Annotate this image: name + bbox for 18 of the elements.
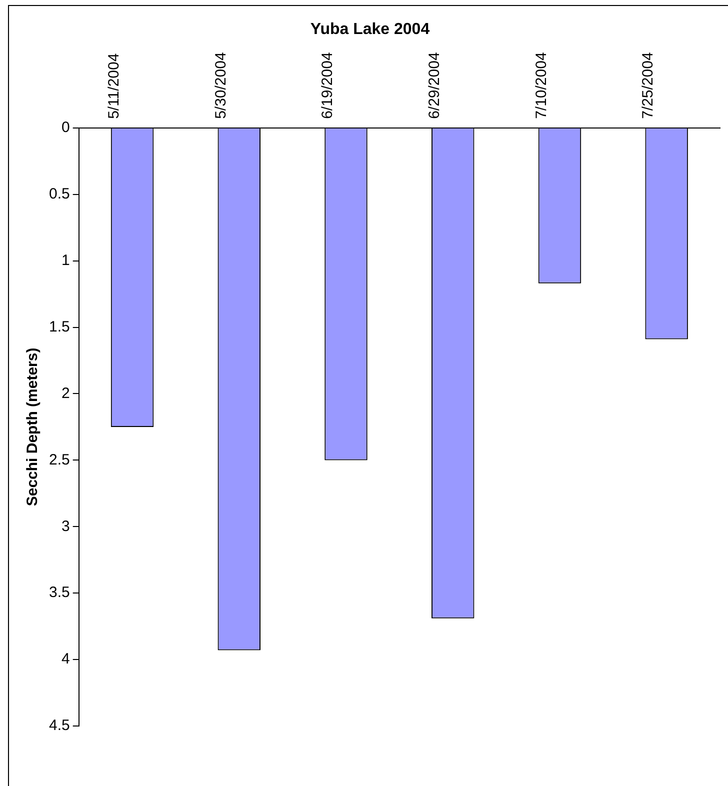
y-axis-title: Secchi Depth (meters) (24, 348, 42, 506)
y-tick-label: 2.5 (48, 451, 70, 468)
x-tick-label: 6/19/2004 (319, 52, 336, 119)
x-tick-label: 7/10/2004 (532, 52, 550, 119)
x-tick-label: 6/29/2004 (426, 52, 443, 119)
y-tick-label: 4.5 (48, 717, 70, 734)
x-tick-label: 7/25/2004 (640, 52, 657, 119)
x-tick-label: 5/11/2004 (105, 53, 122, 119)
y-tick-label: 1 (62, 252, 70, 269)
y-tick-label: 2 (62, 384, 70, 402)
y-tick-label: 3.5 (48, 584, 70, 602)
y-tick-label: 1.5 (48, 318, 70, 336)
y-tick-label: 0.5 (48, 186, 70, 203)
y-tick-label: 0 (62, 119, 70, 136)
x-tick-label: 5/30/2004 (212, 52, 230, 119)
chart-title: Yuba Lake 2004 (310, 21, 430, 38)
y-tick-label: 4 (62, 650, 70, 668)
y-tick-label: 3 (62, 518, 70, 535)
